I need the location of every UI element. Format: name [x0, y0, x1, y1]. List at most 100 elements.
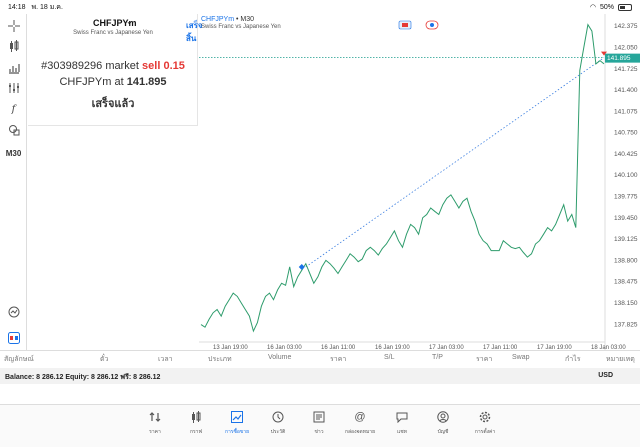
trade-icon: [217, 409, 257, 425]
y-tick-label: 138.800: [614, 257, 638, 264]
tab-news-label: ข่าว: [314, 429, 324, 435]
sell-marker: [601, 51, 607, 56]
chart-canvas[interactable]: 142.375 142.050 141.725 141.400 141.075 140.7…: [199, 14, 640, 351]
tab-history-label: ประวัติ: [270, 429, 286, 435]
col-profit: กำไร: [565, 356, 581, 363]
balance-text: Balance: 8 286.12 Equity: 8 286.12 ฟรี: …: [5, 374, 161, 381]
tab-mailbox-label: กล่องจดหมาย: [344, 429, 376, 435]
battery-icon: [618, 3, 632, 11]
tab-account[interactable]: บัญชี: [423, 409, 463, 436]
done-button[interactable]: เสร็จสิ้น: [186, 21, 203, 43]
order-summary: #303989296 market sell 0.15: [28, 60, 198, 72]
tab-news[interactable]: ข่าว: [299, 409, 339, 436]
chart-subtitle: Swiss Franc vs Japanese Yen: [201, 24, 281, 30]
col-comment: หมายเหตุ: [606, 356, 635, 363]
y-tick-label: 141.400: [614, 87, 638, 94]
tab-settings[interactable]: การตั้งค่า: [465, 409, 505, 436]
order-side: sell: [142, 60, 161, 72]
col-current-price: ราคา: [476, 356, 493, 363]
status-date: พ. 18 ม.ค.: [31, 3, 63, 11]
crosshair-icon[interactable]: [4, 18, 23, 34]
price-chart[interactable]: 142.375 142.050 141.725 141.400 141.075 140.7…: [199, 14, 640, 351]
x-tick-label: 17 Jan 11:00: [483, 345, 518, 350]
order-entry-marker: [298, 263, 305, 270]
x-tick-label: 17 Jan 03:00: [429, 345, 464, 350]
tab-chat[interactable]: แชท: [382, 409, 422, 436]
y-tick-label: 140.750: [614, 130, 638, 137]
settings-icon: [465, 409, 505, 425]
col-time: เวลา: [158, 356, 173, 363]
col-swap: Swap: [512, 354, 530, 361]
history-icon: [258, 409, 298, 425]
tab-quotes-label: ราคา: [149, 429, 161, 435]
one-click-icon[interactable]: [4, 330, 23, 346]
chart-toolbar: f M30: [0, 14, 27, 350]
tab-quotes[interactable]: ราคา: [135, 409, 175, 436]
chart-symbol: CHFJPYm: [201, 16, 235, 23]
y-tick-label: 138.475: [614, 279, 638, 286]
col-volume: Volume: [268, 354, 292, 361]
x-tick-label: 16 Jan 03:00: [267, 345, 302, 350]
order-ticket: #303989296 market: [41, 60, 139, 72]
settings-sliders-icon[interactable]: [4, 80, 23, 96]
tab-account-label: บัญชี: [437, 429, 449, 435]
candles-icon: [176, 409, 216, 425]
order-volume: 0.15: [163, 60, 185, 72]
y-tick-label: 142.050: [614, 44, 638, 51]
chevron-down-icon[interactable]: ⌄: [126, 17, 133, 26]
chart-timeframe: • M30: [236, 16, 255, 23]
y-tick-label: 139.775: [614, 194, 638, 201]
one-click-buy-dot: [430, 23, 434, 27]
objects-icon[interactable]: [4, 122, 23, 138]
timeframe-button[interactable]: M30: [5, 148, 22, 158]
col-type: ประเภท: [208, 356, 232, 363]
x-tick-label: 17 Jan 19:00: [537, 345, 572, 350]
chart-type-icon[interactable]: [4, 38, 23, 54]
tab-trade-label: การซื้อขาย: [224, 429, 250, 435]
y-tick-label: 142.375: [614, 23, 638, 30]
balance-currency: USD: [598, 372, 613, 379]
tab-trade[interactable]: การซื้อขาย: [217, 409, 257, 436]
tab-mailbox[interactable]: @ กล่องจดหมาย: [340, 409, 380, 436]
order-status: เสร็จแล้ว: [91, 98, 135, 110]
price-series-line: [200, 23, 605, 333]
tab-settings-label: การตั้งค่า: [474, 429, 496, 435]
x-tick-label: 18 Jan 03:00: [591, 345, 626, 350]
order-result-panel: CHFJPYm ⌄ เสร็จสิ้น Swiss Franc vs Japan…: [28, 14, 203, 126]
account-icon: [423, 409, 463, 425]
positions-header: สัญลักษณ์ ตั๋ว เวลา ประเภท Volume ราคา S…: [0, 350, 640, 366]
symbol-row: CHFJPYm ⌄ เสร็จสิ้น: [28, 16, 203, 43]
symbol-selector[interactable]: CHFJPYm: [93, 18, 137, 28]
status-left: 14:18 พ. 18 ม.ค.: [8, 2, 67, 13]
function-icon[interactable]: f: [11, 103, 16, 115]
order-price: 141.895: [126, 76, 167, 88]
news-icon: [299, 409, 339, 425]
y-tick-label: 139.450: [614, 215, 638, 222]
x-tick-label: 16 Jan 19:00: [375, 345, 410, 350]
col-price: ราคา: [330, 356, 347, 363]
mailbox-icon: @: [354, 411, 366, 423]
indicators-icon[interactable]: [4, 60, 23, 76]
chart-title: CHFJPYm • M30: [201, 16, 254, 23]
x-tick-label: 13 Jan 19:00: [213, 345, 248, 350]
wifi-icon: ◠: [589, 4, 596, 11]
col-ticket: ตั๋ว: [100, 356, 109, 363]
x-tick-label: 16 Jan 11:00: [321, 345, 356, 350]
status-right: ◠ 50%: [590, 3, 632, 11]
y-tick-label: 141.075: [614, 108, 638, 115]
tab-chart[interactable]: กราฟ: [176, 409, 216, 436]
col-symbol: สัญลักษณ์: [4, 356, 34, 363]
current-price-box: [605, 53, 640, 63]
y-tick-label: 141.725: [614, 66, 638, 73]
status-bar: 14:18 พ. 18 ม.ค. ◠ 50%: [0, 0, 640, 14]
tab-chat-label: แชท: [397, 429, 407, 435]
symbol-description: Swiss Franc vs Japanese Yen: [73, 30, 153, 36]
tab-history[interactable]: ประวัติ: [258, 409, 298, 436]
quotes-icon: [135, 409, 175, 425]
signals-icon[interactable]: [4, 304, 23, 320]
one-click-sell-fill: [402, 23, 408, 27]
y-tick-label: 140.425: [614, 151, 638, 158]
balance-row: Balance: 8 286.12 Equity: 8 286.12 ฟรี: …: [0, 368, 640, 384]
chat-icon: [382, 409, 422, 425]
col-sl: S/L: [384, 354, 395, 361]
